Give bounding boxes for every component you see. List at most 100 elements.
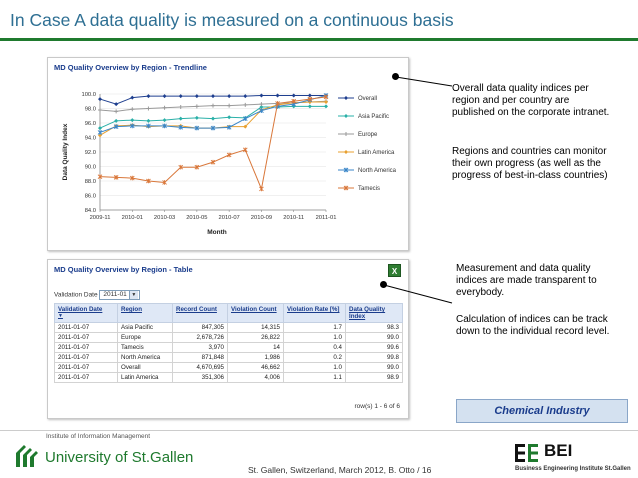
x-tick-label: 2010-09 [251,215,272,221]
x-tick-label: 2009-11 [90,215,111,221]
data-point [130,95,135,100]
data-point [130,118,135,123]
data-point [114,109,119,114]
validation-date-value: 2011-01 [103,291,127,298]
y-tick-label: 88.0 [85,179,96,185]
data-point [211,116,215,121]
data-point [307,96,313,102]
legend-marker [343,185,349,191]
y-tick-label: 100.0 [81,92,96,98]
data-point [259,105,264,110]
data-point [98,107,102,112]
data-point [275,101,280,106]
table-panel: MD Quality Overview by Region - Table X … [47,259,409,419]
connector-line-table [383,284,453,304]
y-tick-label: 94.0 [85,136,96,142]
data-point [129,123,135,129]
data-point [307,104,312,109]
slide-title: In Case A data quality is measured on a … [10,10,454,30]
industry-badge-label: Chemical Industry [494,405,590,417]
note-monitor-progress: Regions and countries can monitor their … [452,146,608,181]
data-point [291,93,296,98]
y-tick-label: 96.0 [85,121,96,127]
x-tick-label: 2010-01 [122,215,143,221]
sort-down-icon[interactable]: ▼ [58,313,63,319]
institute-name: Institute of Information Management [46,433,151,440]
connector-line-trend [395,76,453,87]
trendline-chart: 84.0 86.0 88.0 90.0 92.0 94.0 96.0 98.0 100.0 200… [62,92,397,236]
legend-marker [344,132,348,136]
legend-label: Overall [358,96,377,102]
data-point [210,125,216,131]
data-point [114,118,119,123]
data-point [259,108,264,113]
data-point [162,123,167,129]
data-point [146,178,151,184]
column-header-violation-count[interactable]: Violation Count [227,303,284,323]
data-point [275,93,280,98]
bei-title: BEI [544,441,573,460]
excel-export-icon[interactable]: X [388,264,401,277]
legend-marker [344,96,348,100]
data-point [227,103,232,108]
annotation-bullet-table [380,281,387,288]
data-point [194,125,200,131]
data-point [323,94,329,100]
y-axis-label: Data Quality Index [62,123,69,180]
data-point [98,133,102,138]
x-tick-label: 2010-07 [219,215,240,221]
note-transparency: Measurement and data quality indices are… [456,263,597,298]
table-row: 2011-01-07 Latin America 351,306 4,006 1.1 98… [54,372,403,383]
data-point [130,107,135,112]
validation-date-select[interactable]: 2011-01 ▼ [99,290,140,300]
footer-citation: St. Gallen, Switzerland, March 2012, B. … [248,465,432,475]
data-point [243,94,248,99]
chevron-down-icon[interactable]: ▼ [128,291,138,299]
x-tick-label: 2011-01 [316,215,337,221]
column-header-record-count[interactable]: Record Count [172,303,228,323]
data-point [324,104,328,109]
data-point [178,94,183,99]
data-point [324,99,328,104]
data-point [243,124,248,129]
validation-date-label: Validation Date [54,291,98,299]
data-point [259,93,264,98]
legend-marker [343,167,349,173]
data-point [226,152,232,158]
data-point [97,130,103,135]
data-point [97,174,103,179]
y-tick-label: 86.0 [85,194,96,200]
column-header-validation-date[interactable]: Validation Date ▼ [54,303,118,323]
validation-date-filter: Validation Date 2011-01 ▼ [54,290,140,300]
data-point [226,125,232,130]
annotation-bullet-trend [392,73,399,80]
x-tick-label: 2010-05 [186,215,207,221]
y-tick-label: 84.0 [85,208,96,214]
data-point [194,104,199,109]
trendline-panel: MD Quality Overview by Region - Trendlin… [47,57,409,251]
data-point [307,93,312,98]
x-tick-label: 2010-03 [154,215,175,221]
data-point [242,116,248,121]
data-point [211,103,215,108]
data-point [242,147,248,153]
data-point [291,98,297,104]
industry-badge: Chemical Industry [456,399,628,423]
data-point [146,123,151,129]
column-header-violation-rate[interactable]: Violation Rate [%] [283,303,346,323]
data-point [162,118,167,123]
data-point [227,94,232,99]
data-point [162,180,167,185]
bei-subtitle: Business Engineering Institute St.Gallen [515,466,631,472]
cell-data-quality-index: 98.9 [345,372,403,383]
footer-divider [0,430,638,431]
data-point [162,105,167,110]
data-point [178,164,184,170]
column-header-data-quality-index[interactable]: Data Quality Index [345,303,403,323]
table-row: 2011-01-07 North America 871,848 1,986 0.2 99… [54,352,403,363]
table-header-row: Validation Date ▼ Region Record Count Vio… [54,303,403,323]
data-point [146,106,151,111]
data-point [98,126,102,131]
legend-label: Europe [358,132,378,138]
